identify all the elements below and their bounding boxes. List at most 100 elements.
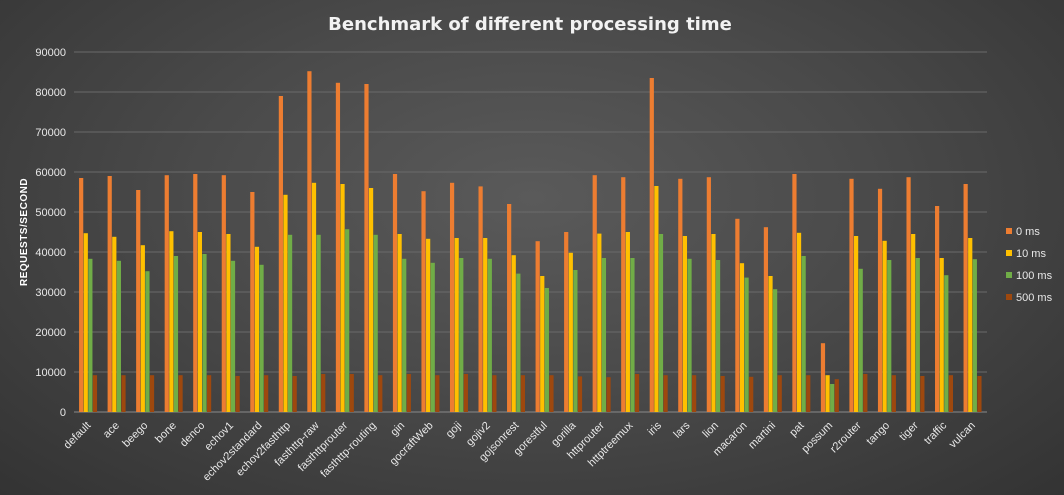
bar xyxy=(316,234,321,412)
bar xyxy=(749,376,754,412)
bar xyxy=(83,233,88,412)
x-category-label: tiger xyxy=(897,419,921,443)
y-tick-label: 70000 xyxy=(35,127,66,139)
legend-label: 10 ms xyxy=(1016,248,1046,260)
bar xyxy=(573,270,578,412)
bar xyxy=(283,194,288,412)
y-tick-label: 10000 xyxy=(35,367,66,379)
bar xyxy=(592,175,597,412)
bar xyxy=(140,245,145,412)
bar xyxy=(116,260,121,412)
bar xyxy=(630,258,635,412)
bar xyxy=(454,238,459,412)
bar xyxy=(492,375,497,412)
y-tick-label: 0 xyxy=(60,407,66,419)
bar xyxy=(834,379,839,412)
x-category-label: traffic xyxy=(922,419,950,447)
bar xyxy=(335,82,341,413)
bar xyxy=(368,188,374,412)
bar xyxy=(392,174,398,412)
bar xyxy=(278,96,283,412)
bar xyxy=(397,234,402,412)
bar xyxy=(939,258,944,412)
bar xyxy=(768,276,773,412)
legend: 0 ms 10 ms 100 ms 500 ms xyxy=(1006,226,1053,304)
legend-swatch xyxy=(1006,228,1012,234)
bar xyxy=(264,375,269,412)
x-category-label: default xyxy=(62,420,94,452)
x-category-label: tango xyxy=(864,420,892,448)
bar xyxy=(178,375,183,412)
bar xyxy=(487,258,492,412)
bar xyxy=(449,182,455,412)
bar xyxy=(968,238,973,412)
bar xyxy=(948,375,954,412)
bar xyxy=(806,375,811,412)
bar xyxy=(654,186,659,412)
bar xyxy=(136,190,141,412)
bar xyxy=(820,343,826,412)
bar xyxy=(378,375,383,412)
bar xyxy=(625,232,630,412)
bar xyxy=(597,233,602,412)
bar xyxy=(711,234,716,412)
bar xyxy=(435,375,440,412)
bar xyxy=(202,254,207,412)
bar xyxy=(430,262,435,412)
legend-label: 0 ms xyxy=(1016,226,1040,238)
bar xyxy=(687,258,692,412)
bar xyxy=(977,376,982,412)
gridlines xyxy=(74,51,987,413)
bar xyxy=(421,191,426,412)
bar xyxy=(735,218,740,412)
bar xyxy=(406,374,411,412)
bar xyxy=(773,289,778,412)
bar xyxy=(92,375,98,412)
bar xyxy=(906,177,911,412)
bar xyxy=(169,231,174,412)
bar xyxy=(349,374,354,412)
bar xyxy=(944,275,949,412)
bar xyxy=(321,374,326,412)
bar xyxy=(149,375,155,412)
bar xyxy=(478,186,483,412)
bar xyxy=(206,375,212,412)
bar xyxy=(891,375,896,412)
bar xyxy=(112,236,117,412)
bar xyxy=(720,376,725,412)
bar xyxy=(463,374,468,412)
x-category-label: iris xyxy=(646,419,665,438)
y-tick-label: 50000 xyxy=(35,207,66,219)
bar xyxy=(882,240,887,412)
y-tick-label: 60000 xyxy=(35,167,66,179)
bar xyxy=(230,260,236,412)
legend-label: 100 ms xyxy=(1016,270,1053,282)
bar xyxy=(678,178,683,412)
bar xyxy=(577,376,583,412)
bar xyxy=(963,184,968,412)
bar xyxy=(364,84,369,412)
bar xyxy=(121,375,126,412)
x-category-label: ace xyxy=(101,420,122,441)
bar xyxy=(483,238,488,412)
bar xyxy=(801,256,806,412)
bar xyxy=(197,232,202,412)
bar xyxy=(796,232,802,412)
bar xyxy=(692,375,697,412)
bar xyxy=(849,178,854,412)
bar xyxy=(535,241,540,412)
bar xyxy=(221,175,226,412)
bar xyxy=(340,184,345,412)
bar xyxy=(663,375,668,412)
bar xyxy=(715,260,721,412)
y-axis-ticks: 0 10000 20000 30000 40000 50000 60000 70000 8000… xyxy=(35,47,66,419)
bar xyxy=(972,259,977,412)
legend-swatch xyxy=(1006,250,1012,256)
legend-swatch xyxy=(1006,294,1012,300)
x-category-label: vulcan xyxy=(947,420,978,451)
bar xyxy=(830,384,835,412)
x-category-label: bone xyxy=(153,420,179,446)
bar xyxy=(621,177,626,412)
bar xyxy=(145,271,150,412)
